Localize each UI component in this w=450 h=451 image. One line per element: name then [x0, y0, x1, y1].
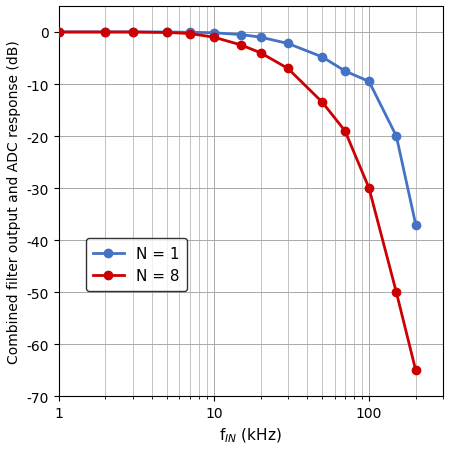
- N = 1: [285, 41, 291, 47]
- N = 8: [238, 43, 244, 49]
- N = 8: [164, 31, 170, 36]
- N = 1: [103, 30, 108, 36]
- N = 1: [320, 55, 325, 60]
- N = 1: [238, 33, 244, 38]
- N = 1: [164, 30, 170, 36]
- N = 1: [211, 31, 216, 37]
- N = 1: [366, 79, 372, 85]
- Legend: N = 1, N = 8: N = 1, N = 8: [86, 239, 187, 291]
- N = 8: [187, 32, 193, 37]
- N = 8: [130, 30, 135, 36]
- N = 8: [56, 30, 61, 36]
- N = 1: [394, 134, 399, 139]
- N = 8: [366, 186, 372, 191]
- N = 1: [56, 30, 61, 36]
- N = 8: [394, 290, 399, 295]
- N = 1: [130, 30, 135, 36]
- N = 8: [285, 67, 291, 72]
- N = 8: [103, 30, 108, 36]
- Line: N = 1: N = 1: [54, 29, 420, 229]
- N = 8: [320, 100, 325, 106]
- N = 8: [258, 51, 263, 56]
- N = 8: [413, 368, 418, 373]
- N = 1: [413, 222, 418, 228]
- N = 8: [342, 129, 348, 134]
- N = 1: [342, 69, 348, 74]
- N = 8: [211, 35, 216, 41]
- N = 1: [258, 35, 263, 41]
- Line: N = 8: N = 8: [54, 29, 420, 375]
- X-axis label: f$_{IN}$ (kHz): f$_{IN}$ (kHz): [220, 426, 282, 444]
- N = 1: [187, 31, 193, 36]
- Y-axis label: Combined filter output and ADC response (dB): Combined filter output and ADC response …: [7, 40, 21, 363]
